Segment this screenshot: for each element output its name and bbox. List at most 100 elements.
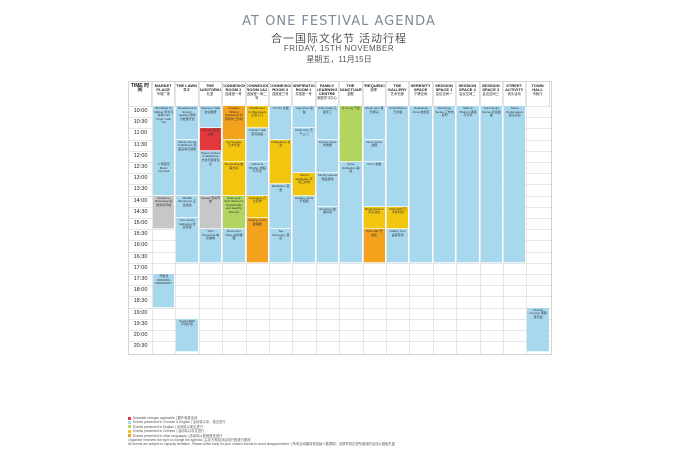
venue-name: INSPIRATION ROOM 1 — [292, 83, 316, 92]
venue-name-chinese: 连接室一和二号 — [246, 92, 267, 100]
event-block[interactable]: Panel: Culture & Wellbeing 文化与健康论坛 — [199, 150, 222, 196]
event-block[interactable]: Puppet Show 木偶剧 — [316, 139, 339, 174]
venue-name-chinese: 连接室三号 — [271, 92, 289, 96]
time-slot-label: 13:30 — [133, 186, 148, 193]
event-block[interactable]: Community Gathering 社区聚会 — [176, 218, 198, 263]
time-slot-label: 18:00 — [133, 287, 148, 294]
venue-name: THE LAWN — [176, 83, 198, 88]
event-block[interactable]: Kids Crafts 儿童手工 — [316, 106, 339, 140]
event-block[interactable]: Art Exhibition 艺术展 — [387, 106, 409, 207]
event-block[interactable]: Closing Concert 闭幕音乐会 — [527, 307, 549, 353]
time-slot-label: 10:00 — [133, 108, 148, 114]
event-block[interactable]: Sound Workshop 声音工作坊 — [293, 173, 315, 196]
event-block[interactable]: Band Session 乐队演出 — [363, 206, 385, 230]
venue-name-chinese: 会议空间三 — [482, 92, 500, 96]
legend-label: Events presented in English | 活动将以英文进行 — [133, 424, 203, 429]
event-block[interactable]: Music Jam 音乐即兴 — [363, 106, 385, 140]
venue-header: THE AUDITORIUM 礼堂 — [199, 82, 223, 106]
venue-name: FREQUENCY — [362, 83, 386, 88]
time-slot-label: 20:30 — [133, 343, 148, 350]
event-block[interactable]: Family Games 家庭游戏 — [316, 173, 339, 207]
event-block[interactable]: Movement Class 运动课程 — [223, 229, 245, 263]
legend-item: Events presented in English | 活动将以英文进行 — [128, 425, 548, 429]
event-block[interactable]: Qi Gong 气功 — [340, 106, 362, 162]
time-slot-label: 10:30 — [133, 119, 148, 126]
event-block[interactable]: Relaxation Zone 放松区 — [410, 106, 432, 263]
venue-name: TOWN HALL — [531, 83, 544, 92]
event-block[interactable]: Open Mic 开放麦 — [363, 229, 385, 263]
time-slot-label: 19:00 — [133, 309, 148, 316]
event-block[interactable]: Choir 合唱 — [363, 162, 385, 207]
schedule-grid: TIME 时间 MARKET PLACE 市场广场 THE LAWN 草坪 THE AU… — [128, 81, 552, 355]
event-block[interactable]: Film Screening 电影放映 — [199, 229, 222, 263]
row-divider — [129, 184, 551, 186]
event-block[interactable]: Healing Circle 疗愈圈 — [293, 195, 315, 263]
venue-header: SERENITY SPACE 宁静空间 — [409, 82, 433, 106]
venue-name-chinese: 会议空间二 — [459, 92, 476, 96]
event-block[interactable]: Calligraphy 书法 — [270, 139, 292, 185]
event-block[interactable]: Quiet Reflection 静思 — [340, 162, 362, 263]
time-slot-label: 12:30 — [133, 164, 148, 170]
row-divider — [129, 307, 551, 309]
event-block[interactable]: Drum Circle 鼓圈 — [363, 139, 385, 162]
event-block[interactable]: Closed for Rehearsal 彩排暂停开放 — [153, 195, 175, 230]
time-slot-label: 14:30 — [133, 208, 148, 215]
venue-name-chinese: 礼堂 — [206, 92, 214, 96]
event-block[interactable]: Dance & Rhythm 舞蹈与节奏 — [246, 162, 268, 196]
event-block[interactable]: Singing Circle 歌唱圈 — [246, 218, 268, 263]
time-slot-label: 17:00 — [133, 264, 148, 271]
legend-label: Events presented in other languages | 活动… — [133, 433, 223, 438]
row-divider — [129, 128, 551, 130]
event-block[interactable]: Talks & Sharing 讲座与分享 — [457, 106, 479, 263]
event-block[interactable]: Sound Bath 声音疗愈 — [176, 318, 198, 353]
event-block[interactable]: Keynote 主题演讲 — [199, 128, 222, 151]
event-block[interactable]: Nutrition Talk 营养讲座 — [246, 128, 268, 162]
event-block[interactable]: Mindfulness for Beginners 正念入门 — [246, 106, 268, 129]
event-block[interactable]: Art Therapy 艺术疗愈 — [223, 139, 245, 162]
event-block[interactable]: Journaling 日记写作 — [246, 195, 268, 218]
event-block[interactable]: Artist Talk 艺术家对谈 — [387, 206, 409, 230]
time-slot-label: 11:30 — [133, 141, 148, 148]
event-block[interactable]: Tai Chi 太极 — [270, 106, 292, 140]
row-divider — [129, 229, 551, 231]
event-block[interactable]: Welcome Talk 欢迎致辞 — [199, 106, 222, 129]
time-slot-label: 18:30 — [133, 298, 148, 305]
event-block[interactable]: Yoga Flow 瑜伽 — [293, 106, 315, 129]
event-block[interactable]: Storytelling 故事分享 — [223, 162, 245, 196]
row-divider — [129, 195, 551, 197]
venue-name-chinese: 街头活动 — [507, 92, 521, 96]
event-block[interactable]: Work your Self: Women's Sustainable and … — [223, 195, 245, 230]
event-block[interactable]: Breathwork & Energy Healing 呼吸与能量疗愈 — [176, 106, 198, 140]
row-divider — [129, 150, 551, 152]
venue-header: TOWN HALL 市政厅 — [526, 82, 550, 106]
venue-name: CONNEXION ROOM 3 — [269, 83, 293, 92]
legend-item: Events presented in other languages | 活动… — [128, 434, 548, 438]
row-divider — [129, 251, 551, 253]
event-block[interactable]: Meditation 冥想 — [270, 184, 292, 230]
event-block[interactable]: Closed 暂停开放 — [199, 195, 222, 230]
event-block[interactable]: Community Stories 社区故事 — [480, 106, 502, 263]
event-block[interactable]: 广场音乐 Music Carnival — [153, 162, 175, 196]
venue-header: INSPIRATION ROOM 1 灵感室一号 — [292, 82, 316, 106]
event-block[interactable]: 开幕式 OPENING CEREMONY — [153, 274, 175, 308]
event-block[interactable]: Workshop Series 工作坊系列 — [433, 106, 456, 263]
event-block[interactable]: Family Sports & Wellness 家庭运动与健康 — [176, 139, 198, 196]
venue-header: STREET ACTIVITY 街头活动 — [503, 82, 527, 106]
legend-swatch — [128, 421, 131, 425]
venue-name: MARKET PLACE — [154, 83, 172, 92]
legend-swatch — [128, 425, 131, 429]
event-block[interactable]: Reiki Intro 灵气入门 — [293, 128, 315, 174]
venue-header: MARKET PLACE 市场广场 — [152, 82, 176, 106]
event-block[interactable]: Gallery Tour 画廊导览 — [387, 229, 409, 263]
event-block[interactable]: Storytime 故事时间 — [316, 206, 339, 263]
event-block[interactable]: Creative Writing Workshop 创意写作工作坊 — [223, 106, 245, 140]
event-block[interactable]: Tea Ceremony 茶道 — [270, 229, 292, 263]
venue-name-chinese: 艺术长廊 — [390, 92, 404, 96]
event-block[interactable]: Street Performance 街头表演 — [504, 106, 526, 263]
venue-name-chinese: 频率 — [370, 88, 378, 92]
venue-name: THE GALLERY — [387, 83, 407, 92]
venue-name: SESSION SPACE 1 — [435, 83, 453, 92]
event-block[interactable]: Mindful Movement 正念运动 — [176, 195, 198, 218]
time-slot-label: 16:00 — [133, 242, 148, 249]
venue-name: THE SANCTUARY — [339, 83, 363, 92]
